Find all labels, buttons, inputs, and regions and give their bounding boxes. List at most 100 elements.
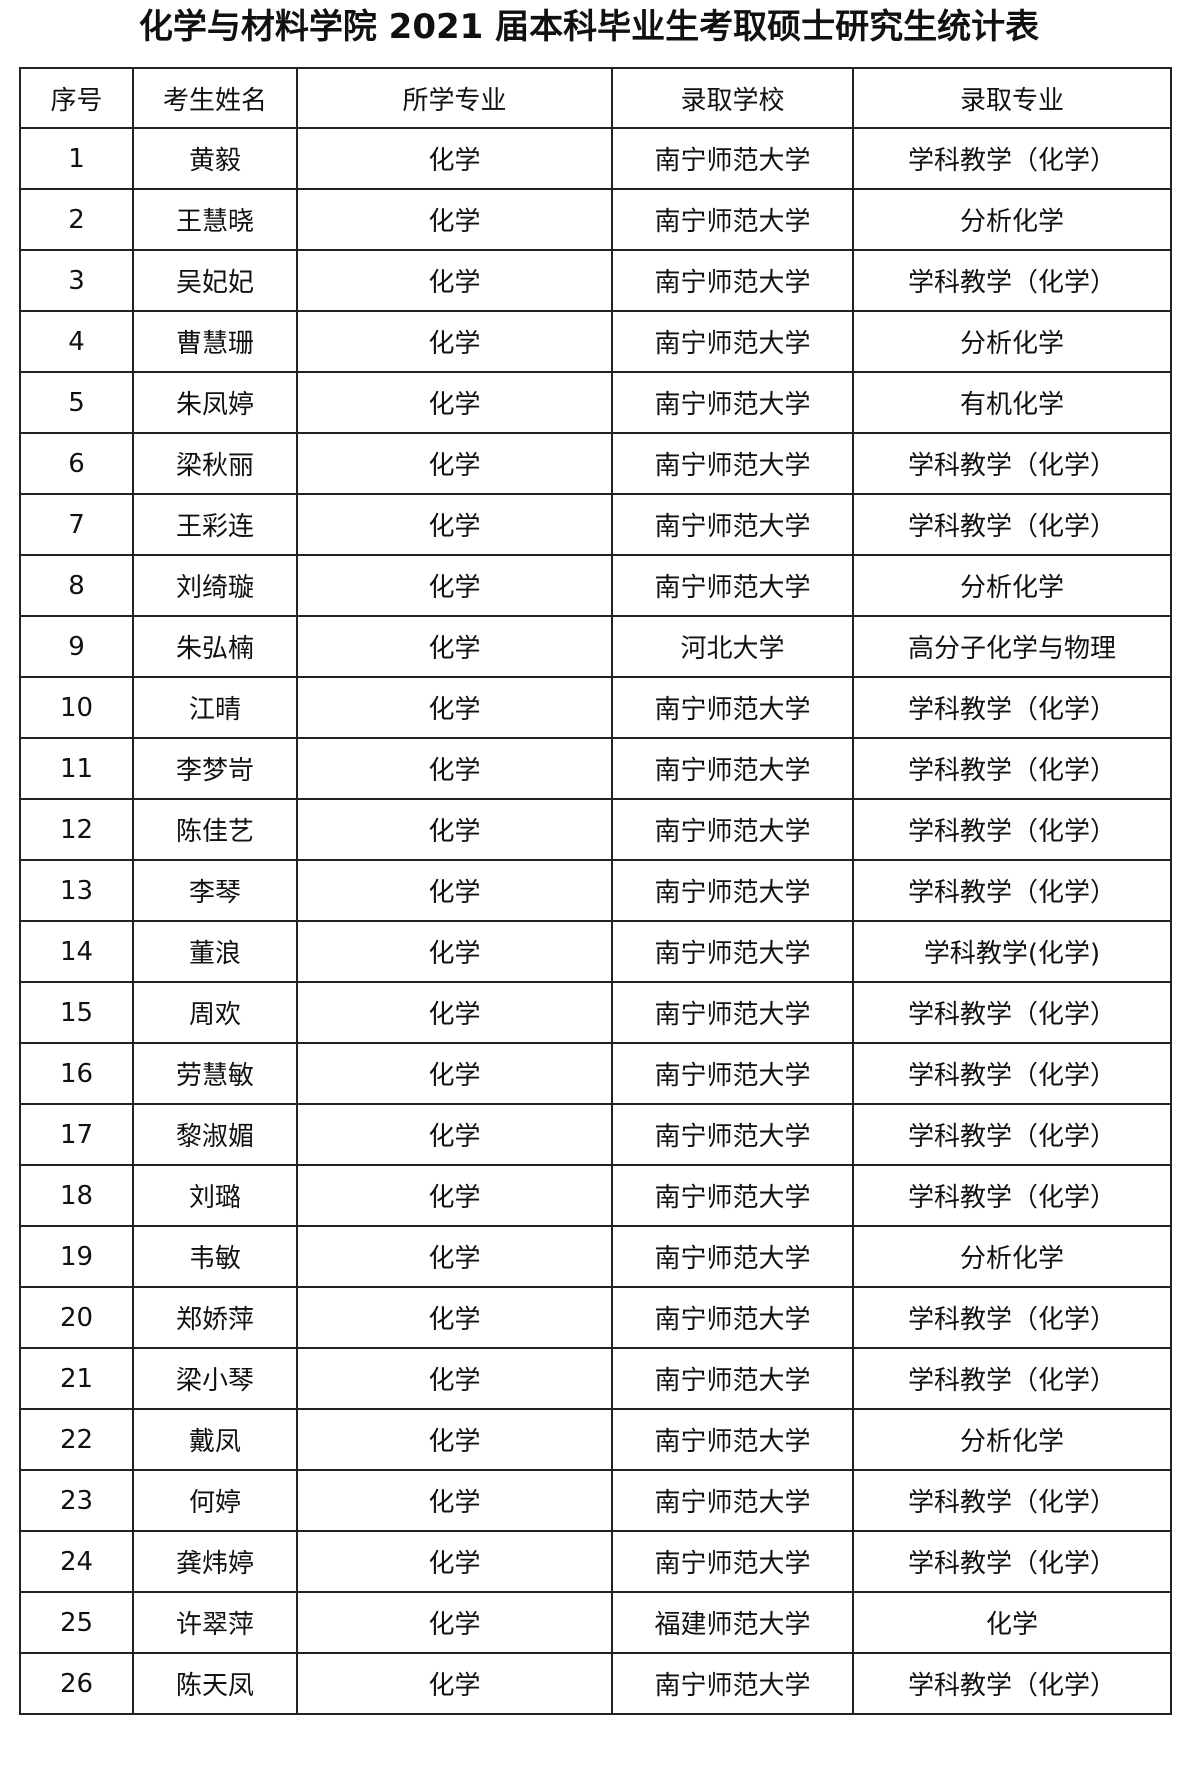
- cell-school: 南宁师范大学: [611, 859, 854, 922]
- cell-major: 化学: [296, 1591, 613, 1654]
- cell-name: 黄毅: [132, 127, 298, 190]
- cell-name: 劳慧敏: [132, 1042, 298, 1105]
- cell-name: 李琴: [132, 859, 298, 922]
- cell-name: 何婷: [132, 1469, 298, 1532]
- cell-name: 许翠萍: [132, 1591, 298, 1654]
- cell-major: 化学: [296, 310, 613, 373]
- table-row: 13 李琴 化学 南宁师范大学 学科教学（化学）: [19, 859, 1172, 922]
- cell-major: 化学: [296, 1652, 613, 1715]
- cell-school: 南宁师范大学: [611, 1286, 854, 1349]
- cell-admitted-major: 学科教学（化学）: [852, 798, 1172, 861]
- cell-major: 化学: [296, 371, 613, 434]
- cell-school: 南宁师范大学: [611, 1530, 854, 1593]
- cell-school: 南宁师范大学: [611, 310, 854, 373]
- cell-name: 刘绮璇: [132, 554, 298, 617]
- cell-major: 化学: [296, 188, 613, 251]
- cell-major: 化学: [296, 1103, 613, 1166]
- cell-admitted-major: 学科教学（化学）: [852, 249, 1172, 312]
- cell-index: 11: [19, 737, 134, 800]
- cell-name: 陈天凤: [132, 1652, 298, 1715]
- cell-name: 王彩连: [132, 493, 298, 556]
- cell-name: 董浪: [132, 920, 298, 983]
- cell-major: 化学: [296, 1225, 613, 1288]
- cell-school: 南宁师范大学: [611, 1225, 854, 1288]
- cell-admitted-major: 学科教学（化学）: [852, 127, 1172, 190]
- header-admitted-major: 录取专业: [852, 67, 1172, 129]
- cell-school: 南宁师范大学: [611, 493, 854, 556]
- header-school: 录取学校: [611, 67, 854, 129]
- cell-school: 南宁师范大学: [611, 1042, 854, 1105]
- cell-major: 化学: [296, 1042, 613, 1105]
- table-row: 21 梁小琴 化学 南宁师范大学 学科教学（化学）: [19, 1347, 1172, 1410]
- cell-major: 化学: [296, 859, 613, 922]
- cell-index: 13: [19, 859, 134, 922]
- table-row: 1 黄毅 化学 南宁师范大学 学科教学（化学）: [19, 127, 1172, 190]
- cell-name: 周欢: [132, 981, 298, 1044]
- cell-major: 化学: [296, 676, 613, 739]
- cell-major: 化学: [296, 1347, 613, 1410]
- cell-name: 刘璐: [132, 1164, 298, 1227]
- cell-index: 23: [19, 1469, 134, 1532]
- cell-school: 南宁师范大学: [611, 554, 854, 617]
- admissions-table: 序号 考生姓名 所学专业 录取学校 录取专业 1 黄毅 化学 南宁师范大学 学科教学（化…: [19, 67, 1172, 1715]
- table-row: 18 刘璐 化学 南宁师范大学 学科教学（化学）: [19, 1164, 1172, 1227]
- cell-admitted-major: 分析化学: [852, 1225, 1172, 1288]
- cell-index: 4: [19, 310, 134, 373]
- cell-name: 王慧晓: [132, 188, 298, 251]
- cell-admitted-major: 学科教学（化学）: [852, 1103, 1172, 1166]
- cell-index: 17: [19, 1103, 134, 1166]
- cell-admitted-major: 学科教学（化学）: [852, 1347, 1172, 1410]
- cell-name: 李梦岢: [132, 737, 298, 800]
- cell-major: 化学: [296, 737, 613, 800]
- cell-index: 22: [19, 1408, 134, 1471]
- cell-major: 化学: [296, 1469, 613, 1532]
- cell-major: 化学: [296, 554, 613, 617]
- cell-admitted-major: 化学: [852, 1591, 1172, 1654]
- cell-admitted-major: 分析化学: [852, 188, 1172, 251]
- cell-index: 2: [19, 188, 134, 251]
- cell-school: 南宁师范大学: [611, 1347, 854, 1410]
- cell-admitted-major: 有机化学: [852, 371, 1172, 434]
- cell-admitted-major: 分析化学: [852, 554, 1172, 617]
- cell-admitted-major: 学科教学(化学): [852, 920, 1172, 983]
- cell-major: 化学: [296, 615, 613, 678]
- cell-admitted-major: 学科教学（化学）: [852, 981, 1172, 1044]
- cell-school: 南宁师范大学: [611, 1408, 854, 1471]
- cell-admitted-major: 学科教学（化学）: [852, 676, 1172, 739]
- table-row: 10 江晴 化学 南宁师范大学 学科教学（化学）: [19, 676, 1172, 739]
- cell-index: 12: [19, 798, 134, 861]
- cell-name: 吴妃妃: [132, 249, 298, 312]
- cell-index: 19: [19, 1225, 134, 1288]
- cell-major: 化学: [296, 1530, 613, 1593]
- document-title: 化学与材料学院 2021 届本科毕业生考取硕士研究生统计表: [138, 7, 1040, 47]
- cell-school: 南宁师范大学: [611, 798, 854, 861]
- cell-major: 化学: [296, 981, 613, 1044]
- table-row: 26 陈天凤 化学 南宁师范大学 学科教学（化学）: [19, 1652, 1172, 1715]
- table-row: 11 李梦岢 化学 南宁师范大学 学科教学（化学）: [19, 737, 1172, 800]
- cell-major: 化学: [296, 1286, 613, 1349]
- cell-name: 韦敏: [132, 1225, 298, 1288]
- cell-school: 南宁师范大学: [611, 920, 854, 983]
- table-row: 4 曹慧珊 化学 南宁师范大学 分析化学: [19, 310, 1172, 373]
- cell-major: 化学: [296, 493, 613, 556]
- cell-admitted-major: 学科教学（化学）: [852, 1469, 1172, 1532]
- cell-admitted-major: 分析化学: [852, 1408, 1172, 1471]
- cell-school: 南宁师范大学: [611, 1652, 854, 1715]
- cell-index: 1: [19, 127, 134, 190]
- cell-major: 化学: [296, 432, 613, 495]
- cell-admitted-major: 学科教学（化学）: [852, 1652, 1172, 1715]
- cell-index: 5: [19, 371, 134, 434]
- cell-admitted-major: 学科教学（化学）: [852, 1286, 1172, 1349]
- cell-admitted-major: 学科教学（化学）: [852, 493, 1172, 556]
- cell-name: 江晴: [132, 676, 298, 739]
- cell-index: 7: [19, 493, 134, 556]
- table-row: 25 许翠萍 化学 福建师范大学 化学: [19, 1591, 1172, 1654]
- cell-index: 15: [19, 981, 134, 1044]
- table-row: 9 朱弘楠 化学 河北大学 高分子化学与物理: [19, 615, 1172, 678]
- cell-admitted-major: 学科教学（化学）: [852, 737, 1172, 800]
- cell-school: 南宁师范大学: [611, 981, 854, 1044]
- table-row: 19 韦敏 化学 南宁师范大学 分析化学: [19, 1225, 1172, 1288]
- cell-major: 化学: [296, 127, 613, 190]
- cell-school: 南宁师范大学: [611, 249, 854, 312]
- cell-major: 化学: [296, 1164, 613, 1227]
